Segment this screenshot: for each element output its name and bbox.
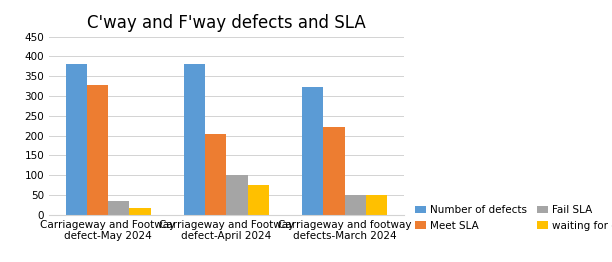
Bar bbox=[184, 64, 205, 215]
Bar bbox=[65, 64, 87, 215]
Bar bbox=[205, 134, 226, 215]
Bar bbox=[302, 87, 324, 215]
Bar bbox=[324, 127, 345, 215]
Bar bbox=[129, 208, 151, 215]
Bar bbox=[345, 195, 366, 215]
Bar bbox=[87, 85, 108, 215]
Title: C'way and F'way defects and SLA: C'way and F'way defects and SLA bbox=[87, 14, 366, 32]
Bar bbox=[226, 175, 248, 215]
Bar bbox=[108, 201, 129, 215]
Bar bbox=[248, 185, 269, 215]
Legend: Number of defects, Meet SLA, Fail SLA, waiting for completion: Number of defects, Meet SLA, Fail SLA, w… bbox=[416, 205, 612, 231]
Bar bbox=[366, 195, 387, 215]
